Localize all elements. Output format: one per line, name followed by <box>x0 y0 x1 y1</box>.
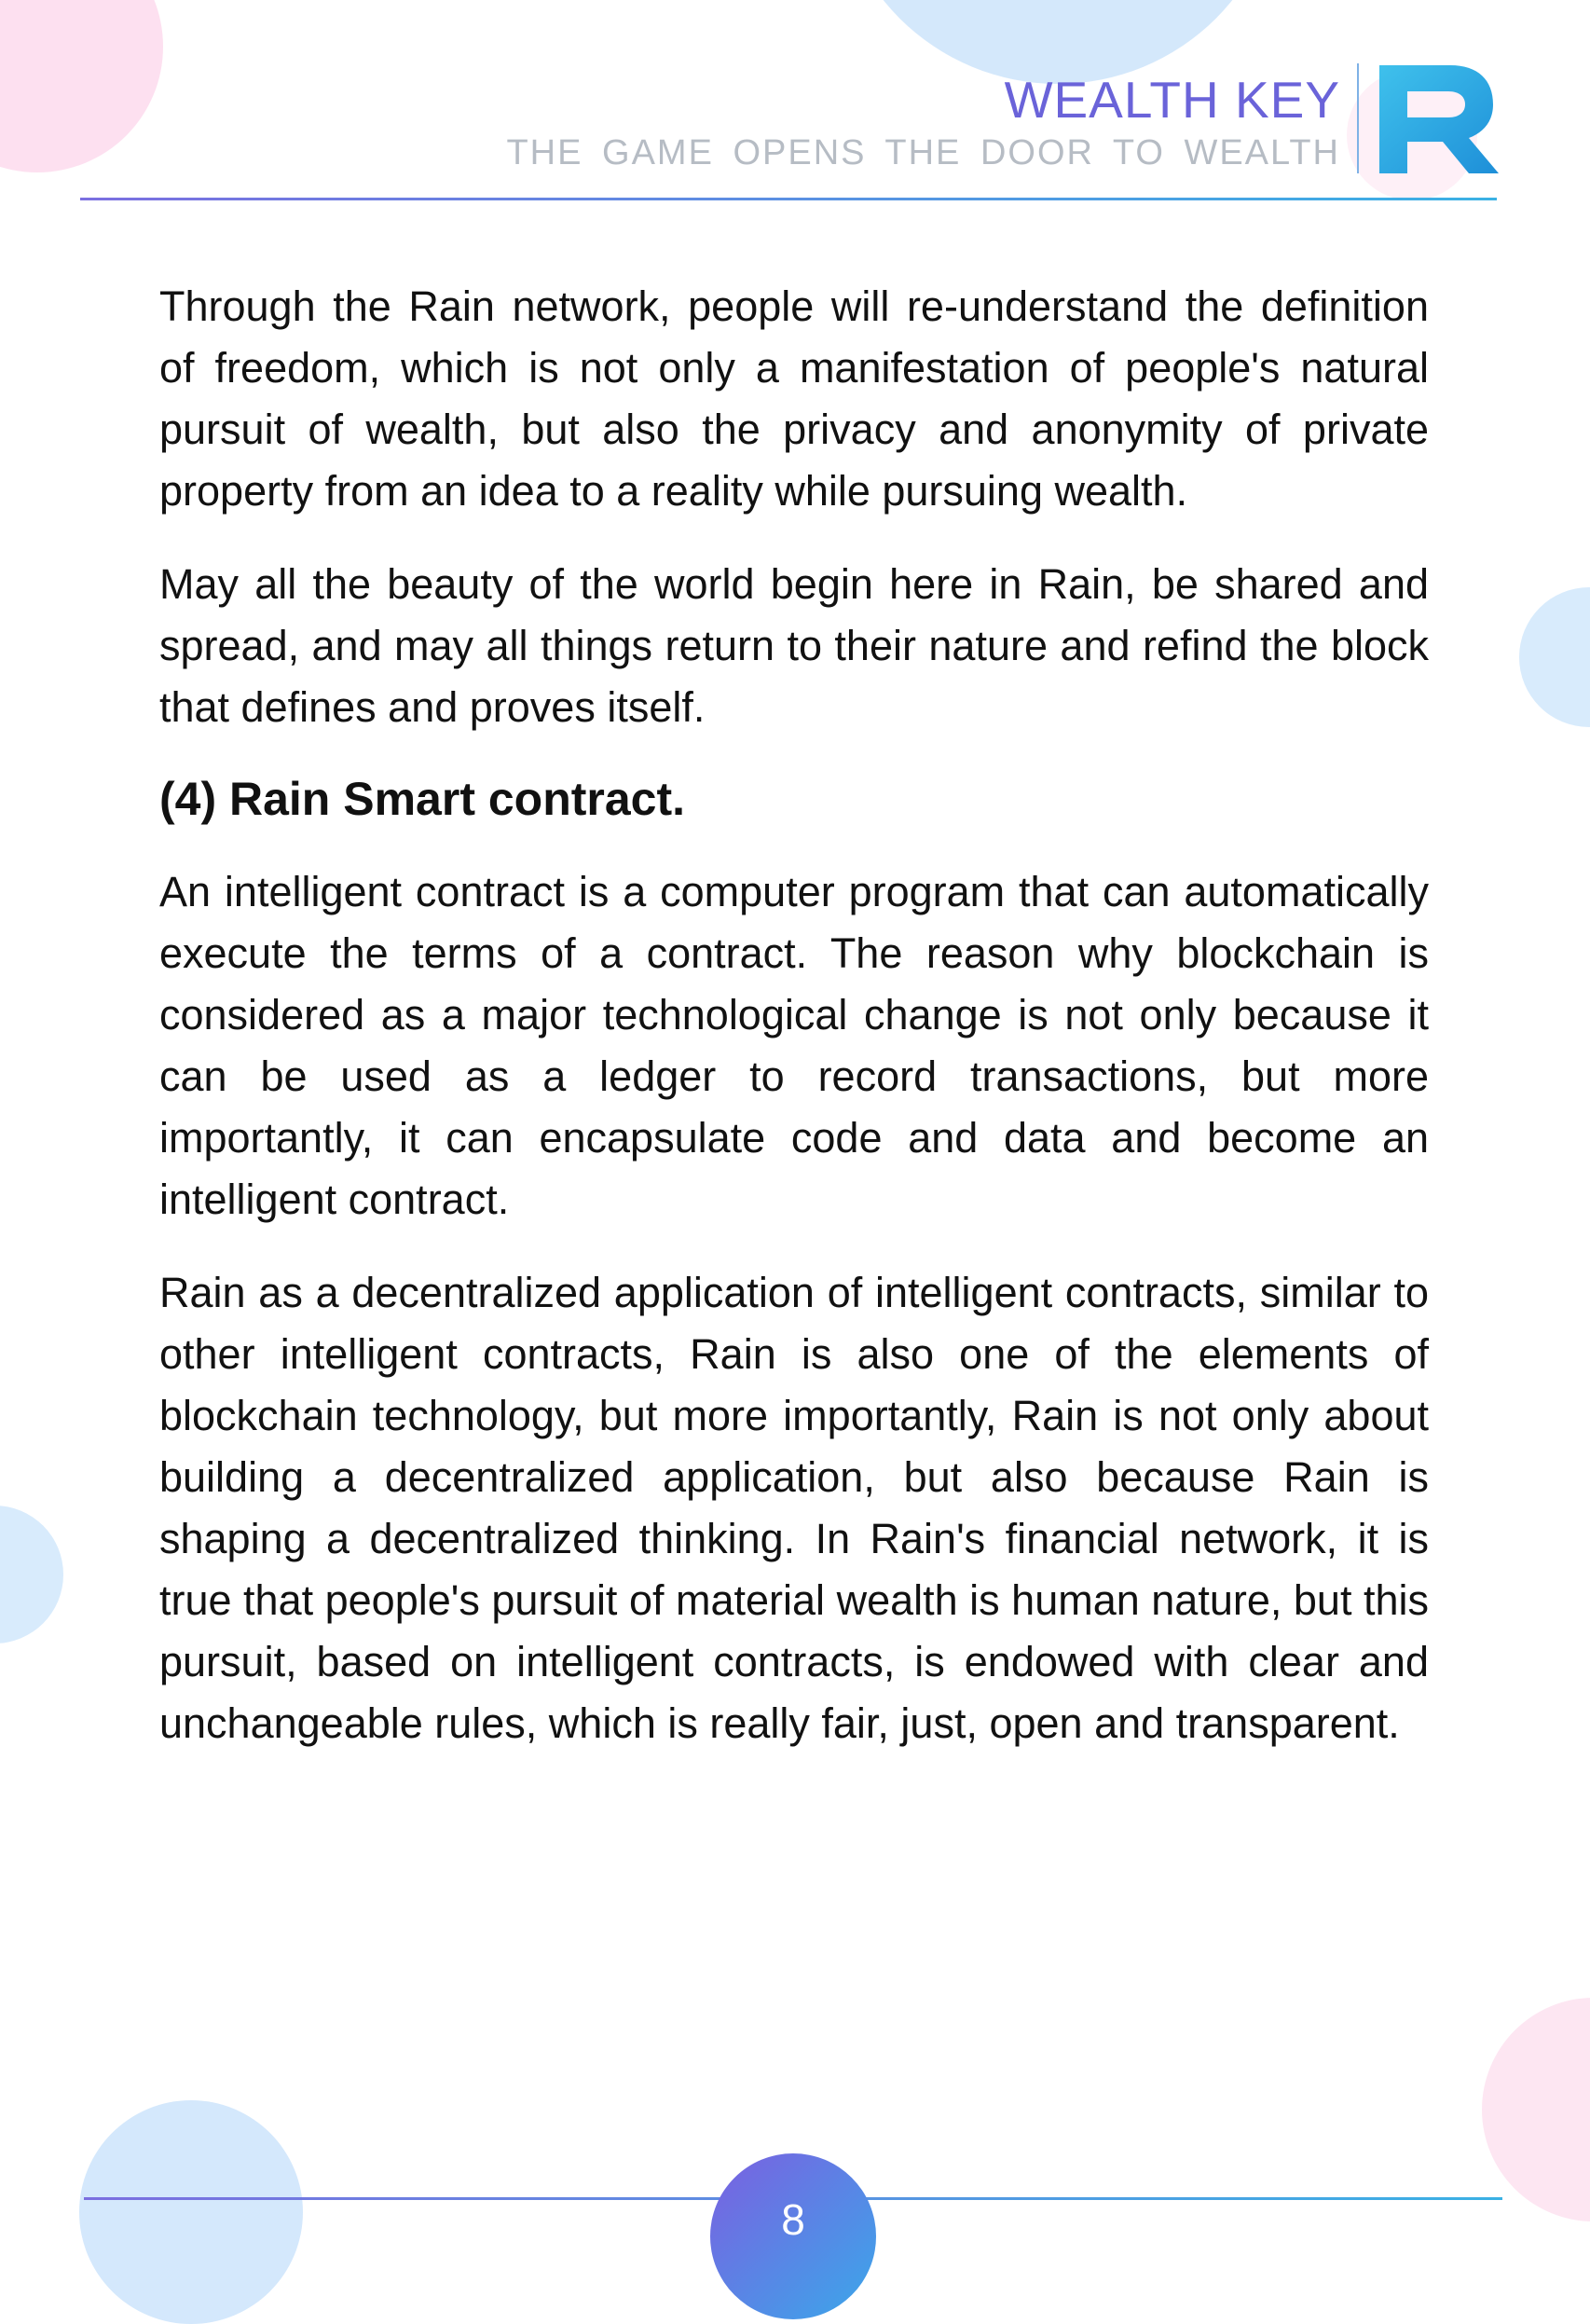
rain-r-logo-icon <box>1379 65 1499 173</box>
paragraph-beauty: May all the beauty of the world begin he… <box>159 560 1429 731</box>
decorative-circle-bottom-right <box>1482 1998 1590 2221</box>
brand-slogan: THE GAME OPENS THE DOOR TO WEALTH <box>506 133 1340 172</box>
page-number-badge: 8 <box>710 2153 876 2319</box>
decorative-circle-right <box>1519 587 1590 727</box>
header-rule <box>80 198 1497 200</box>
header-brand: WEALTH KEY THE GAME OPENS THE DOOR TO WE… <box>506 71 1340 172</box>
brand-title: WEALTH KEY <box>1004 71 1340 129</box>
paragraph-freedom: Through the Rain network, people will re… <box>159 282 1429 515</box>
paragraph-intelligent-contract: An intelligent contract is a computer pr… <box>159 868 1429 1223</box>
paragraph-decentralized-application: Rain as a decentralized application of i… <box>159 1269 1429 1747</box>
header-divider <box>1357 63 1359 173</box>
decorative-circle-bottom-left <box>79 2100 303 2324</box>
decorative-circle-left <box>0 1506 63 1643</box>
decorative-circle-top-left <box>0 0 163 172</box>
section-heading: (4) Rain Smart contract. <box>159 773 686 825</box>
page-number: 8 <box>781 2195 805 2244</box>
page-content: Through the Rain network, people will re… <box>159 276 1429 1786</box>
